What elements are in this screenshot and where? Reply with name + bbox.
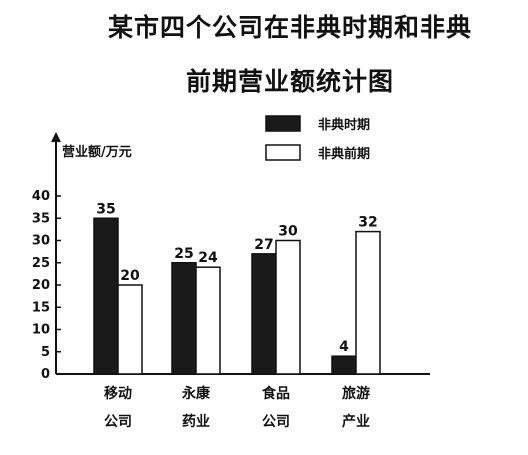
bar-sars-period-3 bbox=[251, 253, 277, 375]
chart-title-line1: 某市四个公司在非典时期和非典 bbox=[107, 13, 472, 42]
bar-pre-sars-2 bbox=[195, 266, 221, 375]
bar-value-label: 25 bbox=[174, 246, 193, 262]
x-category-label-line2: 公司 bbox=[262, 414, 290, 430]
legend-swatch-1 bbox=[265, 115, 301, 132]
chart-title-line2: 前期营业额统计图 bbox=[185, 67, 394, 96]
x-category-label-line1: 食品 bbox=[262, 385, 290, 402]
bar-value-label: 32 bbox=[358, 215, 377, 231]
bar-sars-period-2 bbox=[171, 262, 197, 375]
legend-label-1: 非典时期 bbox=[318, 117, 370, 133]
x-category-label-line2: 药业 bbox=[182, 413, 210, 430]
x-category-label-line1: 移动 bbox=[104, 385, 132, 402]
bar-sars-period-1 bbox=[93, 217, 119, 375]
chart-axes: 营业额/万元 0 5 10 15 20 25 30 35 40 bbox=[32, 132, 430, 382]
y-tick-label: 5 bbox=[41, 345, 50, 360]
bar-sars-period-4 bbox=[331, 355, 357, 375]
bar-pre-sars-1 bbox=[117, 284, 143, 375]
y-tick-label: 0 bbox=[41, 367, 50, 382]
x-category-label-line1: 永康 bbox=[181, 385, 211, 402]
x-category-label-line1: 旅游 bbox=[342, 385, 370, 402]
bar-pre-sars-3 bbox=[275, 239, 301, 375]
bar-value-label: 4 bbox=[339, 339, 349, 355]
y-tick-label: 20 bbox=[32, 278, 50, 293]
y-axis-arrow bbox=[51, 132, 61, 142]
bar-value-label: 30 bbox=[278, 224, 298, 240]
y-tick-label: 15 bbox=[32, 300, 50, 315]
y-tick-label: 10 bbox=[32, 323, 50, 338]
legend-swatch-2 bbox=[265, 144, 301, 161]
bar-value-label: 35 bbox=[96, 201, 115, 217]
y-tick-label: 35 bbox=[32, 211, 50, 226]
y-axis-label: 营业额/万元 bbox=[62, 144, 132, 160]
y-tick-label: 30 bbox=[32, 234, 50, 249]
bar-value-label: 27 bbox=[254, 237, 273, 253]
bar-value-label: 20 bbox=[120, 268, 140, 284]
x-category-label-line2: 产业 bbox=[342, 413, 370, 430]
x-category-label-line2: 公司 bbox=[104, 414, 132, 430]
bar-value-label: 24 bbox=[198, 250, 218, 266]
y-tick-label: 40 bbox=[32, 189, 50, 204]
legend-label-2: 非典前期 bbox=[318, 146, 370, 162]
bar-pre-sars-4 bbox=[355, 230, 381, 375]
y-tick-label: 25 bbox=[32, 256, 50, 271]
